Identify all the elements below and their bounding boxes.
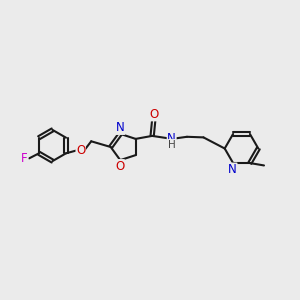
Text: O: O bbox=[115, 160, 124, 172]
Text: N: N bbox=[228, 163, 237, 176]
Text: N: N bbox=[167, 132, 176, 146]
Text: H: H bbox=[168, 140, 176, 150]
Text: O: O bbox=[76, 144, 85, 157]
Text: N: N bbox=[116, 122, 124, 134]
Text: F: F bbox=[21, 152, 28, 165]
Text: O: O bbox=[149, 108, 158, 121]
